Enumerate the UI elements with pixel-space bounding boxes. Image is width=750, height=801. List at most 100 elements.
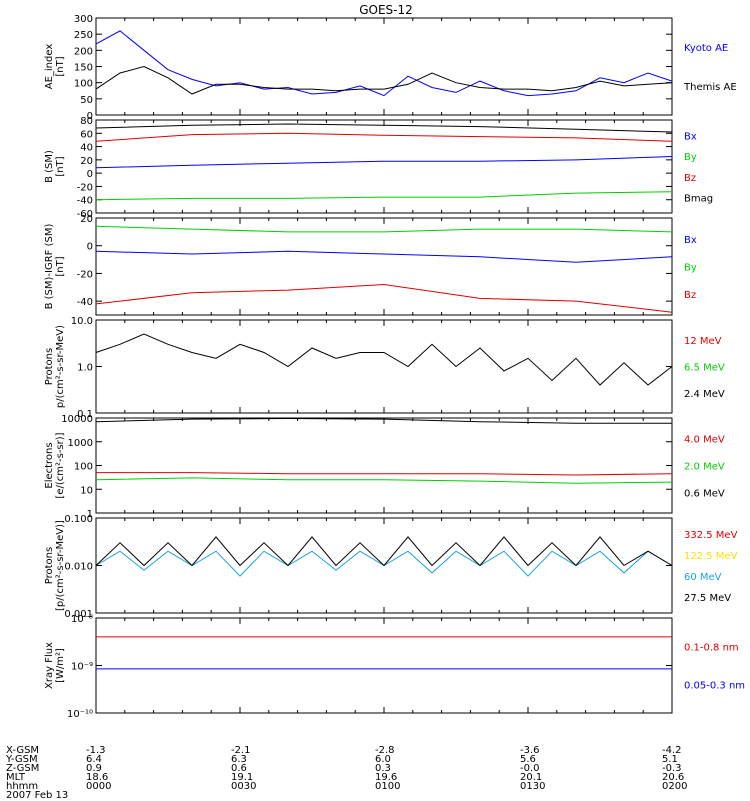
y-axis-label: AE_index xyxy=(44,44,55,90)
y-tick-label: 40 xyxy=(80,143,93,154)
orbit-value: 6.0 xyxy=(375,754,391,765)
series-line-bsm-0 xyxy=(95,156,673,169)
legend-label: 0.6 MeV xyxy=(684,489,725,500)
orbit-value: 6.3 xyxy=(231,754,247,765)
legend-label: Kyoto AE xyxy=(684,43,728,54)
orbit-value: 0200 xyxy=(662,781,688,792)
orbit-value: -1.3 xyxy=(86,745,106,756)
y-tick-label: -60 xyxy=(77,209,93,220)
y-tick-label: 10⁻⁹ xyxy=(71,662,93,673)
legend-label: 332.5 MeV xyxy=(684,530,738,541)
legend-label: Bmag xyxy=(684,194,713,205)
orbit-value: -0.3 xyxy=(662,763,682,774)
series-line-protons2-2 xyxy=(95,550,673,577)
orbit-value: -2.1 xyxy=(231,745,251,756)
y-tick-label: 1 xyxy=(87,509,93,520)
legend-label: Bx xyxy=(684,235,697,246)
y-tick-label: 250 xyxy=(74,30,93,41)
y-tick-label: 20 xyxy=(80,156,93,167)
y-tick-label: 10.0 xyxy=(71,316,93,327)
y-tick-label: 100 xyxy=(74,79,93,90)
y-tick-label: 10⁻¹⁰ xyxy=(67,709,93,720)
orbit-value: 0.6 xyxy=(231,763,247,774)
legend-label: By xyxy=(684,263,697,274)
panel-frame-bdiff xyxy=(95,217,673,316)
y-axis-label: Xray Flux xyxy=(44,642,55,689)
orbit-value: -0.0 xyxy=(520,763,540,774)
panel-frame-protons1 xyxy=(95,319,673,414)
orbit-value: 0000 xyxy=(86,781,112,792)
y-axis-label: [e/(cm²-s-sr)] xyxy=(55,432,66,498)
y-tick-label: 10000 xyxy=(61,414,93,425)
y-axis-label: B (SM) xyxy=(44,150,55,183)
legend-label: Bx xyxy=(684,132,697,143)
legend-label: Bz xyxy=(684,173,696,184)
legend-label: By xyxy=(684,152,697,163)
orbit-value: 20.1 xyxy=(520,772,543,783)
series-line-bdiff-2 xyxy=(95,283,673,313)
y-tick-label: 80 xyxy=(80,116,93,127)
orbit-value: 5.1 xyxy=(662,754,678,765)
y-axis-label: [nT] xyxy=(55,56,66,76)
y-tick-label: 0 xyxy=(87,242,93,253)
y-tick-label: 60 xyxy=(80,129,93,140)
y-tick-label: 0 xyxy=(87,111,93,122)
orbit-date: 2007 Feb 13 xyxy=(6,790,69,801)
series-line-bsm-3 xyxy=(95,123,673,133)
y-tick-label: 0.100 xyxy=(64,514,93,525)
y-tick-label: 0 xyxy=(87,169,93,180)
orbit-value: 0.3 xyxy=(375,763,391,774)
y-tick-label: 1.0 xyxy=(77,363,93,374)
y-axis-label: p/(cm²-s-sr-MeV) xyxy=(55,325,66,408)
legend-label: 27.5 MeV xyxy=(684,593,731,604)
legend-label: 2.0 MeV xyxy=(684,462,725,473)
legend-label: 0.05-0.3 nm xyxy=(684,681,745,692)
y-axis-label: B (SM)-IGRF (SM) xyxy=(44,224,55,310)
y-axis-label: Protons xyxy=(44,348,55,385)
y-tick-label: 150 xyxy=(74,63,93,74)
y-tick-label: 0.1 xyxy=(77,409,93,420)
y-tick-label: 200 xyxy=(74,46,93,57)
series-line-protons2-3 xyxy=(95,536,673,567)
legend-label: 60 MeV xyxy=(684,572,722,583)
y-axis-label: [nT] xyxy=(55,256,66,276)
orbit-value: 6.4 xyxy=(86,754,102,765)
plot-title: GOES-12 xyxy=(359,3,413,17)
orbit-value: -3.6 xyxy=(520,745,540,756)
y-axis-label: [W/m²] xyxy=(55,648,66,683)
y-axis-label: [p/(cm²-s-sr-MeV)] xyxy=(55,520,66,611)
orbit-row-label: Z-GSM xyxy=(6,763,40,774)
panel-frame-xray xyxy=(95,617,673,714)
y-tick-label: -20 xyxy=(77,269,93,280)
orbit-value: -2.8 xyxy=(375,745,395,756)
y-tick-label: 300 xyxy=(74,14,93,25)
y-tick-label: 100 xyxy=(74,462,93,473)
legend-label: 12 MeV xyxy=(684,336,722,347)
panel-frame-bsm xyxy=(95,119,673,214)
orbit-value: -4.2 xyxy=(662,745,682,756)
series-line-protons1-2 xyxy=(95,333,673,386)
legend-label: Bz xyxy=(684,290,696,301)
series-line-ae-0 xyxy=(95,30,673,97)
y-tick-label: 10 xyxy=(80,485,93,496)
legend-label: 2.4 MeV xyxy=(684,389,725,400)
orbit-row-label: MLT xyxy=(6,772,25,783)
orbit-row-label: Y-GSM xyxy=(6,754,38,765)
orbit-row-label: X-GSM xyxy=(6,745,40,756)
series-line-electrons-1 xyxy=(95,477,673,484)
y-tick-label: -20 xyxy=(77,182,93,193)
y-tick-label: 0.010 xyxy=(64,562,93,573)
y-tick-label: -40 xyxy=(77,196,93,207)
y-tick-label: 20 xyxy=(80,214,93,225)
series-line-bdiff-1 xyxy=(95,225,673,233)
y-axis-label: Electrons xyxy=(44,442,55,488)
orbit-value: 19.6 xyxy=(375,772,398,783)
series-line-bsm-2 xyxy=(95,132,673,142)
series-line-bdiff-0 xyxy=(95,250,673,263)
orbit-value: 0030 xyxy=(231,781,257,792)
y-tick-label: 50 xyxy=(80,95,93,106)
orbit-value: 19.1 xyxy=(231,772,254,783)
y-axis-label: [nT] xyxy=(55,156,66,176)
